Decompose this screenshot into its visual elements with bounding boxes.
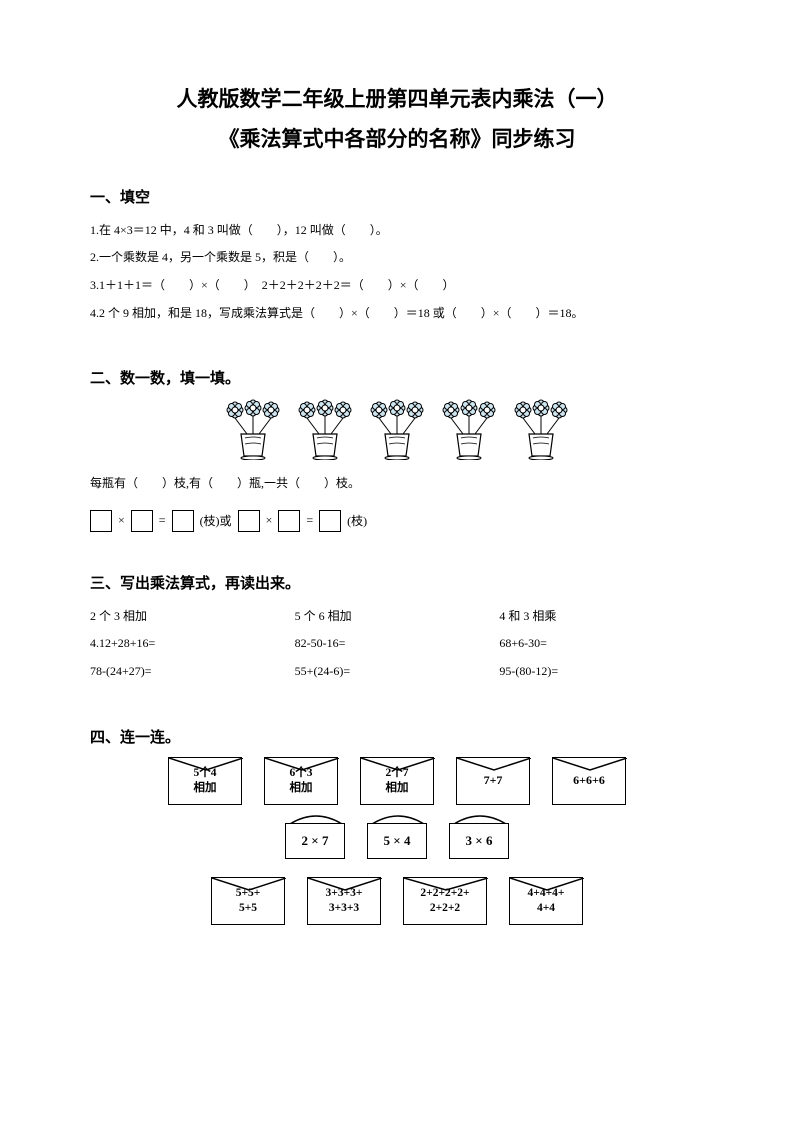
vase-icon — [509, 398, 573, 460]
answer-card: 5 × 4 — [367, 823, 427, 859]
answer-card: 2 × 7 — [285, 823, 345, 859]
box-equation: × = (枝)或 × = (枝) — [90, 510, 704, 532]
cell: 4 和 3 相乘 — [499, 603, 704, 631]
cell: 5 个 6 相加 — [295, 603, 500, 631]
cell: 95-(80-12)= — [499, 658, 704, 686]
match-row-mid: 2 × 7 5 × 4 3 × 6 — [285, 823, 509, 859]
cell: 82-50-16= — [295, 630, 500, 658]
cell: 78-(24+27)= — [90, 658, 295, 686]
envelope-card: 2+2+2+2+ 2+2+2 — [403, 877, 487, 925]
vase-icon — [221, 398, 285, 460]
vase-row — [90, 398, 704, 460]
card-text: 5 × 4 — [384, 833, 411, 849]
cell: 68+6-30= — [499, 630, 704, 658]
q4: 4.2 个 9 相加，和是 18，写成乘法算式是（ ）×（ ）＝18 或（ ）×… — [90, 300, 704, 328]
matching-area: 5个4 相加 6个3 相加 2个7 相加 7+7 6+6+6 2 × 7 5 ×… — [90, 757, 704, 925]
worksheet-page: 人教版数学二年级上册第四单元表内乘法（一） 《乘法算式中各部分的名称》同步练习 … — [0, 0, 794, 965]
main-title: 人教版数学二年级上册第四单元表内乘法（一） 《乘法算式中各部分的名称》同步练习 — [90, 80, 704, 160]
times-sign: × — [118, 513, 125, 528]
vase-icon — [437, 398, 501, 460]
equals-sign: = — [306, 513, 313, 528]
q1: 1.在 4×3＝12 中，4 和 3 叫做（ ），12 叫做（ ）。 — [90, 217, 704, 245]
answer-card: 3 × 6 — [449, 823, 509, 859]
blank-box — [131, 510, 153, 532]
envelope-card: 6个3 相加 — [264, 757, 338, 805]
times-sign: × — [266, 513, 273, 528]
cell: 55+(24-6)= — [295, 658, 500, 686]
section-2-heading: 二、数一数，填一填。 — [90, 367, 704, 388]
vase-icon — [365, 398, 429, 460]
equals-sign: = — [159, 513, 166, 528]
title-line-2: 《乘法算式中各部分的名称》同步练习 — [90, 120, 704, 160]
unit-suffix: (枝)或 — [200, 512, 232, 529]
blank-box — [278, 510, 300, 532]
envelope-card: 5个4 相加 — [168, 757, 242, 805]
q3: 3.1＋1＋1＝（ ）×（ ） 2＋2＋2＋2＋2＝（ ）×（ ） — [90, 272, 704, 300]
section-1-heading: 一、填空 — [90, 186, 704, 207]
section-4-heading: 四、连一连。 — [90, 726, 704, 747]
vase-caption: 每瓶有（ ）枝,有（ ）瓶,一共（ ）枝。 — [90, 470, 704, 498]
grid3: 2 个 3 相加 5 个 6 相加 4 和 3 相乘 4.12+28+16= 8… — [90, 603, 704, 686]
card-text: 6+6+6 — [573, 773, 605, 788]
blank-box — [90, 510, 112, 532]
section-3-heading: 三、写出乘法算式，再读出来。 — [90, 572, 704, 593]
blank-box — [238, 510, 260, 532]
title-line-1: 人教版数学二年级上册第四单元表内乘法（一） — [90, 80, 704, 120]
envelope-card: 4+4+4+ 4+4 — [509, 877, 583, 925]
envelope-card: 6+6+6 — [552, 757, 626, 805]
envelope-card: 5+5+ 5+5 — [211, 877, 285, 925]
match-row-top: 5个4 相加 6个3 相加 2个7 相加 7+7 6+6+6 — [168, 757, 626, 805]
card-text: 2 × 7 — [302, 833, 329, 849]
vase-icon — [293, 398, 357, 460]
envelope-card: 7+7 — [456, 757, 530, 805]
unit-suffix: (枝) — [347, 512, 367, 529]
card-text: 7+7 — [484, 773, 503, 788]
blank-box — [319, 510, 341, 532]
envelope-card: 3+3+3+ 3+3+3 — [307, 877, 381, 925]
card-text: 3 × 6 — [466, 833, 493, 849]
cell: 4.12+28+16= — [90, 630, 295, 658]
cell: 2 个 3 相加 — [90, 603, 295, 631]
q2: 2.一个乘数是 4，另一个乘数是 5，积是（ ）。 — [90, 244, 704, 272]
envelope-card: 2个7 相加 — [360, 757, 434, 805]
blank-box — [172, 510, 194, 532]
match-row-bot: 5+5+ 5+5 3+3+3+ 3+3+3 2+2+2+2+ 2+2+2 4+4… — [211, 877, 583, 925]
